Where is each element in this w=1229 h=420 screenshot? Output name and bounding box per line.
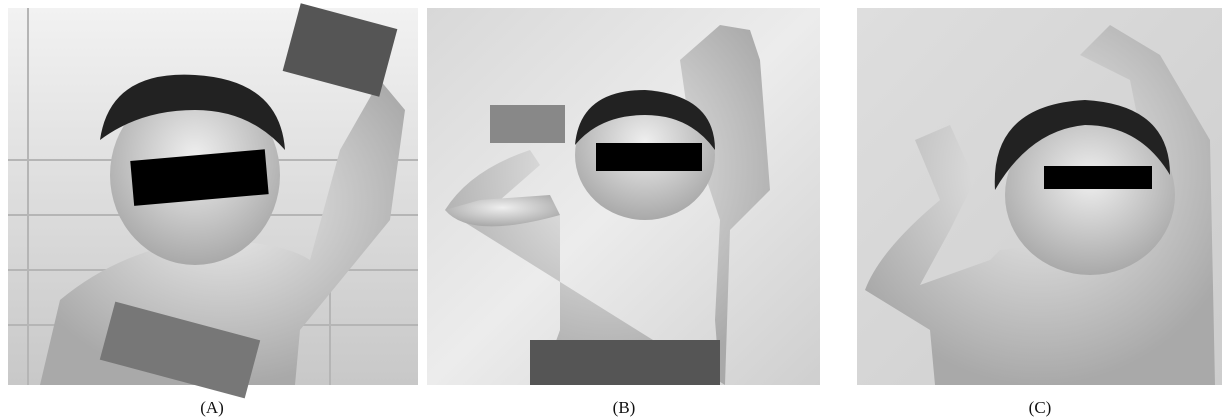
packet bbox=[490, 105, 565, 143]
privacy-bar bbox=[1044, 166, 1152, 189]
arm bbox=[445, 195, 560, 227]
privacy-bar bbox=[130, 149, 269, 206]
packet bbox=[282, 3, 398, 97]
panel-label: (C) bbox=[1029, 398, 1052, 417]
photo-a bbox=[8, 3, 418, 399]
jeans bbox=[530, 340, 720, 385]
body bbox=[865, 25, 1215, 385]
hair bbox=[994, 100, 1170, 190]
head bbox=[1005, 115, 1175, 275]
privacy-bar bbox=[596, 143, 702, 171]
hair bbox=[575, 90, 715, 150]
photo-b bbox=[427, 8, 820, 385]
panel-label: (A) bbox=[200, 398, 224, 417]
hair bbox=[100, 74, 285, 150]
photo-c bbox=[857, 8, 1222, 385]
packet bbox=[99, 301, 261, 399]
panel-label: (B) bbox=[613, 398, 636, 417]
